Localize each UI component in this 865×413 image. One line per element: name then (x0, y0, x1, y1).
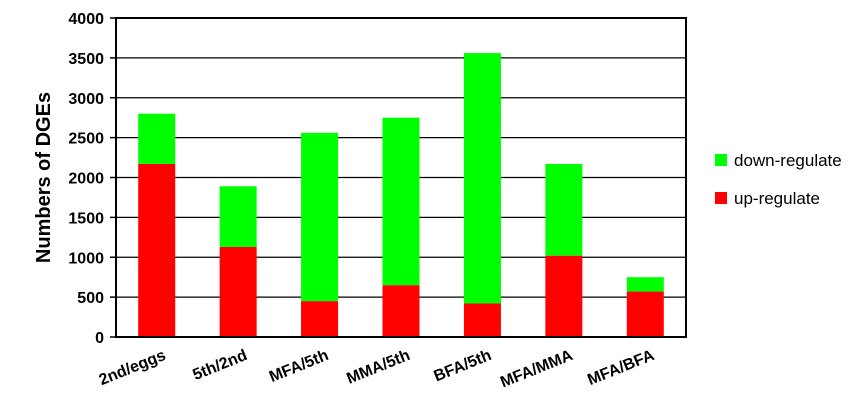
bar-down-regulate-2 (301, 132, 339, 302)
y-tick-label: 500 (77, 290, 104, 307)
bar-up-regulate-6 (626, 291, 664, 337)
x-tick-label: MFA/5th (267, 347, 331, 386)
legend-swatch (715, 154, 727, 166)
legend-label: down-regulate (734, 151, 842, 170)
y-tick-label: 0 (95, 330, 104, 347)
y-tick-label: 3500 (68, 51, 104, 68)
x-tick-label: BFA/5th (432, 347, 494, 385)
bars (138, 53, 664, 337)
x-tick-label: 2nd/eggs (97, 347, 169, 389)
bar-up-regulate-2 (301, 301, 339, 337)
y-tick-label: 2000 (68, 171, 104, 188)
x-tick-label: 5th/2nd (191, 347, 250, 384)
y-tick-label: 2500 (68, 131, 104, 148)
bar-up-regulate-0 (138, 163, 176, 337)
y-tick-label: 3000 (68, 91, 104, 108)
bar-down-regulate-4 (463, 53, 501, 304)
bar-up-regulate-4 (463, 303, 501, 337)
x-tick-label: MFA/MMA (498, 347, 576, 392)
bar-down-regulate-1 (219, 186, 257, 247)
x-tick-label: MMA/5th (344, 347, 412, 388)
y-tick-label: 1000 (68, 250, 104, 267)
y-tick-label: 4000 (68, 11, 104, 28)
bar-down-regulate-6 (626, 277, 664, 292)
bar-up-regulate-5 (545, 255, 583, 337)
bar-up-regulate-1 (219, 246, 257, 337)
bar-down-regulate-0 (138, 113, 176, 164)
legend-swatch (715, 192, 727, 204)
legend-label: up-regulate (734, 189, 820, 208)
y-tick-label: 1500 (68, 210, 104, 227)
x-tick-label: MFA/BFA (585, 347, 657, 389)
bar-up-regulate-3 (382, 285, 420, 337)
x-axis-ticks: 2nd/eggs 5th/2nd MFA/5th MMA/5th BFA/5th MFA/… (97, 347, 657, 392)
legend: down-regulate up-regulate (715, 151, 842, 208)
bar-down-regulate-3 (382, 117, 420, 286)
y-axis-ticks: 0 500 1000 1500 2000 2500 3000 3500 4000 (68, 11, 116, 347)
y-axis-title: Numbers of DGEs (33, 92, 55, 263)
bar-down-regulate-5 (545, 163, 583, 256)
